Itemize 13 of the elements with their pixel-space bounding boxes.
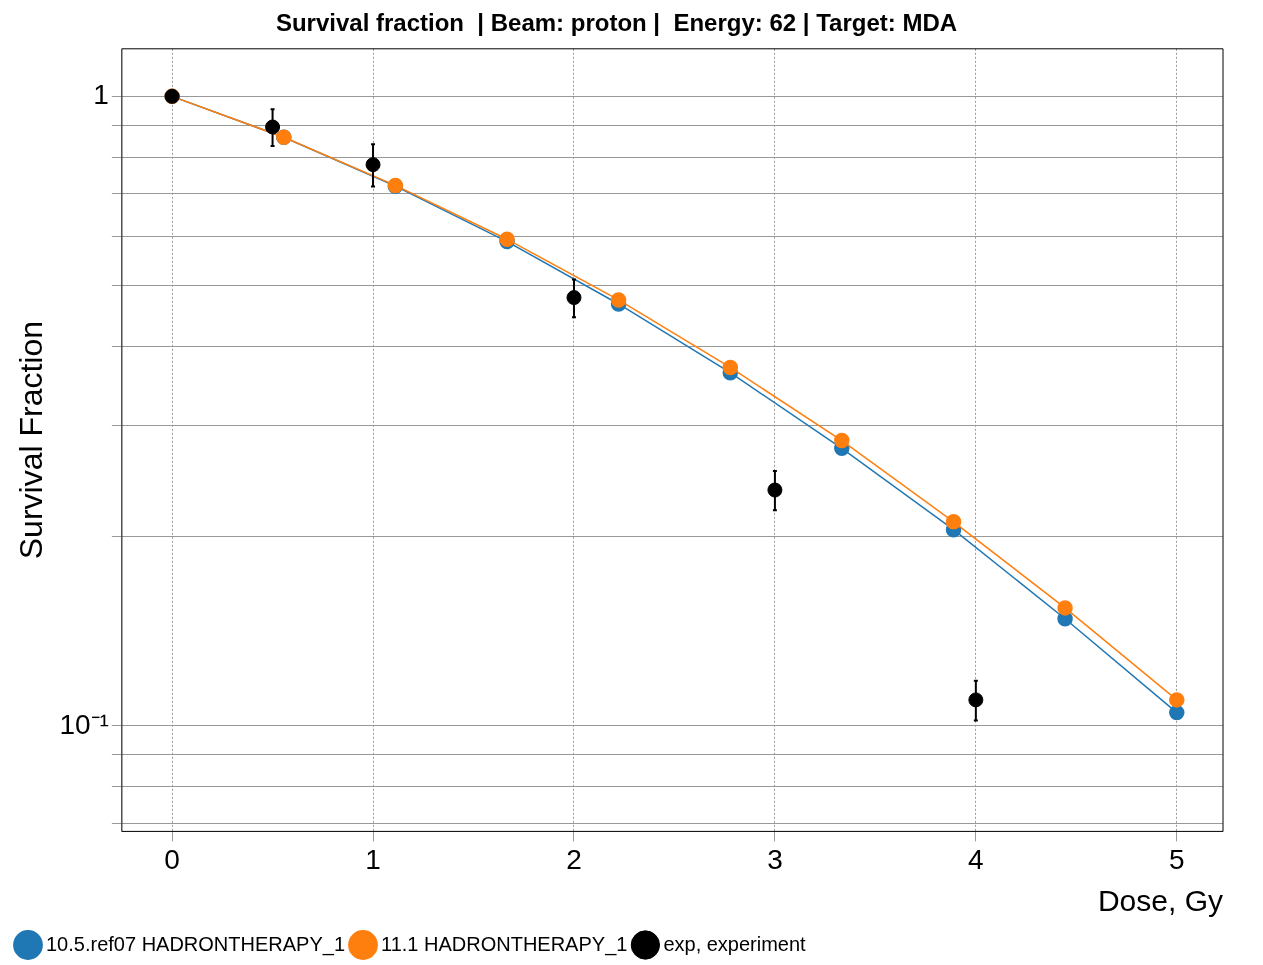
x-axis-title: Dose, Gy	[1097, 884, 1223, 918]
x-tick-label: 1	[365, 843, 381, 875]
legend-label: 11.1 HADRONTHERAPY_1	[381, 932, 628, 956]
x-tick-label: 3	[767, 843, 783, 875]
y-tick-label: 10⁻¹	[59, 708, 109, 740]
x-tick-label: 0	[164, 843, 180, 875]
legend-label: exp, experiment	[663, 932, 807, 955]
legend-label: 10.5.ref07 HADRONTHERAPY_1	[46, 932, 346, 956]
x-tick-label: 4	[968, 843, 984, 875]
chart-title: Survival fraction | Beam: proton | Energy: 62 | Target: MDA	[275, 9, 958, 37]
x-tick-label: 2	[566, 843, 582, 875]
y-axis-title: Survival Fraction	[13, 320, 50, 560]
x-tick-label: 5	[1169, 843, 1185, 875]
